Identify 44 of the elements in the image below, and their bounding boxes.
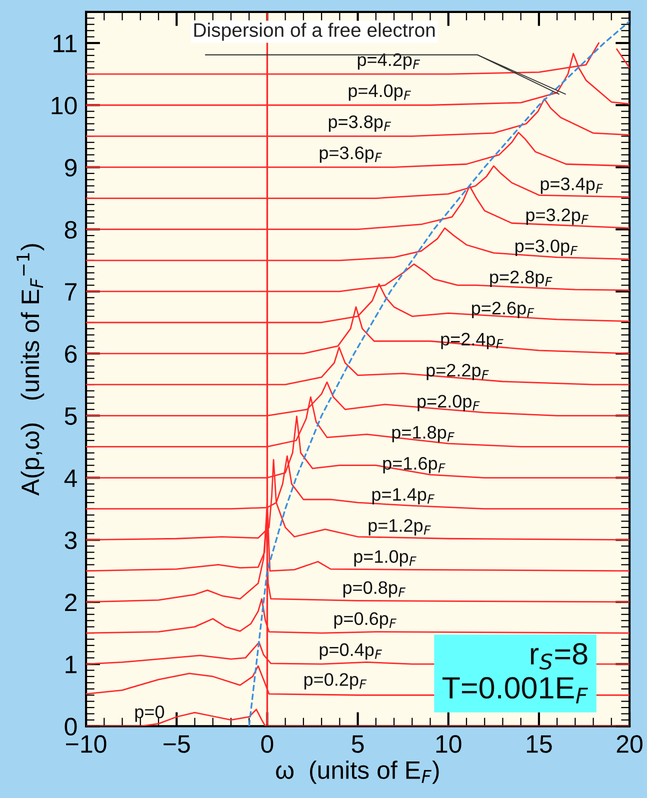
series-label: p=1.8p$_{F}$ bbox=[392, 426, 454, 442]
x-tick-label: 20 bbox=[616, 735, 642, 753]
series-label: p=1.6p$_{F}$ bbox=[383, 456, 446, 474]
series-label: p=2.0p$_{F}$ bbox=[418, 394, 480, 412]
series-label: p=2.8p$_{F}$ bbox=[490, 270, 552, 288]
series-label: p=0.8p$_{F}$ bbox=[343, 581, 406, 598]
y-tick-label: 1 bbox=[66, 656, 76, 674]
x-tick-label: 0 bbox=[261, 735, 274, 753]
x-tick-label: 15 bbox=[526, 735, 552, 753]
series-label: p=3.2p$_{F}$ bbox=[526, 208, 589, 225]
series-label: p=0.4p$_{F}$ bbox=[320, 643, 382, 660]
x-tick-label: −10 bbox=[66, 735, 106, 753]
series-label: p=1.4p$_{F}$ bbox=[372, 488, 435, 504]
y-tick-label: 7 bbox=[65, 283, 76, 300]
series-label: p=1.2p$_{F}$ bbox=[368, 519, 431, 536]
series-label: p=4.0p$_{F}$ bbox=[348, 84, 411, 101]
y-tick-label: 2 bbox=[65, 594, 76, 612]
series-label: p=2.6p$_{F}$ bbox=[472, 302, 534, 318]
y-axis-title: A(p,ω) (units of E$_{F}$$^{−1}$) bbox=[16, 244, 44, 496]
x-tick-label: −5 bbox=[164, 735, 190, 753]
y-tick-label: 0 bbox=[64, 718, 77, 736]
y-tick-label: 6 bbox=[65, 345, 77, 363]
x-axis-title: ω (units of E$_{F}$) bbox=[276, 760, 439, 784]
series-label: p=0 bbox=[135, 705, 164, 722]
y-tick-label: 4 bbox=[64, 470, 77, 487]
series-label: p=1.0p$_{F}$ bbox=[354, 550, 416, 566]
series-label: p=3.8p$_{F}$ bbox=[328, 115, 392, 132]
series-label: p=0.2p$_{F}$ bbox=[304, 673, 367, 690]
series-label: p=3.0p$_{F}$ bbox=[515, 240, 578, 256]
y-tick-label: 10 bbox=[52, 96, 77, 114]
series-label: p=2.2p$_{F}$ bbox=[426, 364, 489, 380]
series-label: p=4.2p$_{F}$ bbox=[358, 53, 420, 70]
annotation: r$_{S}$=8 T=0.001E$_{F}$ bbox=[442, 643, 588, 704]
y-tick-label: 11 bbox=[54, 34, 76, 52]
annotation: Dispersion of a free electron bbox=[194, 22, 435, 41]
y-tick-label: 9 bbox=[64, 158, 77, 177]
series-label: p=3.4p$_{F}$ bbox=[540, 178, 604, 194]
series-label: p=0.6p$_{F}$ bbox=[334, 612, 396, 629]
y-tick-label: 5 bbox=[64, 408, 77, 425]
y-tick-label: 8 bbox=[64, 220, 77, 239]
x-tick-label: 10 bbox=[436, 735, 462, 753]
x-tick-label: 5 bbox=[352, 735, 364, 753]
series-label: p=3.6p$_{F}$ bbox=[320, 146, 382, 163]
y-tick-label: 3 bbox=[64, 531, 77, 550]
